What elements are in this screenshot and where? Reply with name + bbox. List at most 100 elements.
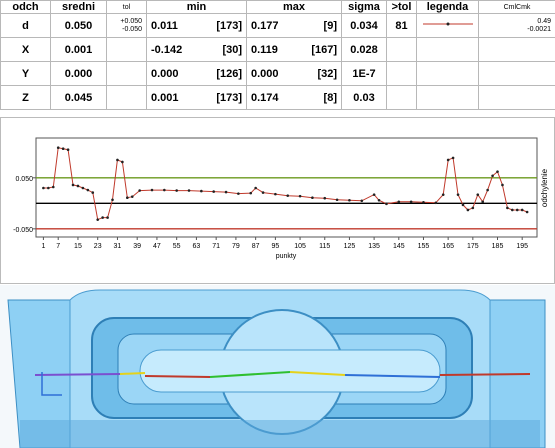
data-point: [77, 185, 80, 188]
cell-pair: 0.174[8]: [251, 92, 337, 104]
x-tick-label: 195: [516, 243, 528, 250]
x-tick-label: 115: [319, 243, 330, 250]
value: 0.050: [65, 20, 93, 32]
data-point: [397, 200, 400, 203]
cad-view: [0, 285, 555, 448]
data-point: [435, 202, 438, 205]
x-tick-label: 23: [94, 243, 102, 250]
data-point: [101, 216, 104, 219]
index: [9]: [324, 20, 337, 32]
table-cell: [107, 38, 147, 62]
x-tick-label: 55: [173, 243, 181, 250]
table-cell: 0.050: [51, 14, 107, 38]
data-point: [138, 189, 141, 192]
x-tick-label: 185: [492, 243, 504, 250]
x-tick-label: 79: [232, 243, 240, 250]
x-tick-label: 175: [467, 243, 479, 250]
column-header: CmlCmk: [479, 1, 555, 14]
page: punkty odchylenie 0.050-0.05017152331394…: [0, 0, 555, 448]
column-header: sigma: [342, 1, 387, 14]
table-cell: 0.000 [126]: [147, 62, 247, 86]
cell-pair: -0.142[30]: [151, 44, 242, 56]
data-point: [476, 193, 479, 196]
x-tick-label: 7: [56, 243, 60, 250]
index: [32]: [317, 68, 337, 80]
table-cell: 0.174[8]: [247, 86, 342, 110]
cell-pair: 0.119[167]: [251, 44, 337, 56]
data-point: [121, 161, 124, 164]
table-row: Y0.0000.000[126]0.000[32]1E-7: [1, 62, 555, 86]
column-header: >tol: [387, 1, 417, 14]
table-cell: [387, 62, 417, 86]
column-header: max: [247, 1, 342, 14]
table-cell: Y: [1, 62, 51, 86]
value: 1E-7: [352, 68, 375, 80]
data-point: [175, 189, 178, 192]
data-point: [116, 159, 119, 162]
value: -0.142: [151, 44, 182, 56]
x-tick-label: 47: [153, 243, 161, 250]
x-tick-label: 39: [133, 243, 141, 250]
small-value: -0.0021: [483, 26, 551, 34]
data-point: [52, 186, 55, 189]
data-point: [447, 159, 450, 162]
data-point: [481, 200, 484, 203]
data-point: [96, 218, 99, 221]
data-point: [452, 157, 455, 160]
value: 0.174: [251, 92, 279, 104]
table-cell: -0.142[30]: [147, 38, 247, 62]
index: [126]: [216, 68, 242, 80]
column-header: odch: [1, 1, 51, 14]
table-cell: [387, 38, 417, 62]
data-point: [378, 199, 381, 202]
column-header: legenda: [417, 1, 479, 14]
data-point: [496, 170, 499, 173]
index: [173]: [216, 20, 242, 32]
x-tick-label: 15: [74, 243, 82, 250]
data-point: [526, 211, 529, 214]
table-cell: 0.034: [342, 14, 387, 38]
value: 0.000: [151, 68, 179, 80]
value: 0.001: [65, 44, 93, 56]
value: d: [22, 20, 29, 32]
data-point: [151, 189, 154, 192]
data-point: [516, 209, 519, 212]
data-point: [106, 216, 109, 219]
data-point: [126, 196, 129, 199]
data-point: [442, 193, 445, 196]
table-cell: 0.028: [342, 38, 387, 62]
table-cell: 0.011[173]: [147, 14, 247, 38]
data-point: [373, 193, 376, 196]
data-point: [188, 189, 191, 192]
table-row: Z0.0450.001[173]0.174[8]0.03: [1, 86, 555, 110]
table-cell: d: [1, 14, 51, 38]
data-point: [360, 199, 363, 202]
data-point: [422, 201, 425, 204]
table-cell: 0.000: [51, 62, 107, 86]
value: 0.034: [350, 20, 378, 32]
data-point: [111, 198, 114, 201]
cell-pair: 0.001[173]: [151, 92, 242, 104]
data-point: [87, 189, 90, 192]
data-point: [286, 194, 289, 197]
table-cell: [417, 86, 479, 110]
data-point: [57, 146, 60, 149]
column-header: tol: [107, 1, 147, 14]
data-point: [299, 195, 302, 198]
data-point: [72, 184, 75, 187]
table-cell: [417, 14, 479, 38]
data-point: [457, 193, 460, 196]
value: 0.119: [251, 44, 278, 56]
data-point: [91, 191, 94, 194]
table-cell: [107, 86, 147, 110]
data-point: [163, 189, 166, 192]
x-tick-label: 87: [252, 243, 260, 250]
data-point: [486, 189, 489, 192]
column-header: min: [147, 1, 247, 14]
data-point: [225, 191, 228, 194]
data-point: [506, 207, 509, 210]
index: [173]: [216, 92, 242, 104]
table-cell: [479, 62, 555, 86]
x-tick-label: 165: [442, 243, 454, 250]
small-value: -0.050: [111, 26, 142, 34]
